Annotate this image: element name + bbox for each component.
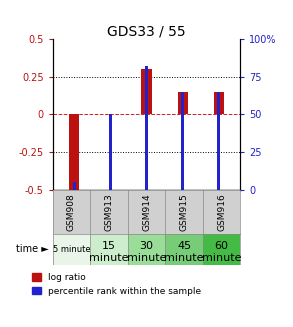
Bar [217, 92, 220, 190]
Bar [109, 114, 112, 190]
Text: 15: 15 [102, 241, 116, 250]
Text: GSM916: GSM916 [217, 193, 226, 231]
Text: minute: minute [127, 253, 166, 263]
Text: 5 minute: 5 minute [53, 245, 90, 254]
Text: GSM914: GSM914 [142, 193, 151, 231]
Legend: log ratio, percentile rank within the sample: log ratio, percentile rank within the sa… [28, 269, 205, 299]
Text: 30: 30 [139, 241, 154, 250]
Title: GDS33 / 55: GDS33 / 55 [107, 24, 186, 38]
Bar [145, 66, 148, 190]
Bar [214, 92, 224, 114]
Bar [142, 69, 151, 114]
Bar [69, 114, 79, 190]
Text: minute: minute [164, 253, 204, 263]
Text: minute: minute [89, 253, 129, 263]
Text: 60: 60 [214, 241, 229, 250]
Text: GSM915: GSM915 [180, 193, 188, 231]
Text: minute: minute [202, 253, 241, 263]
Bar [181, 92, 184, 190]
Text: GSM908: GSM908 [67, 193, 76, 231]
Text: GSM913: GSM913 [105, 193, 113, 231]
Bar [178, 92, 188, 114]
Text: time ►: time ► [16, 244, 49, 254]
Bar [73, 182, 76, 190]
Text: 45: 45 [177, 241, 191, 250]
